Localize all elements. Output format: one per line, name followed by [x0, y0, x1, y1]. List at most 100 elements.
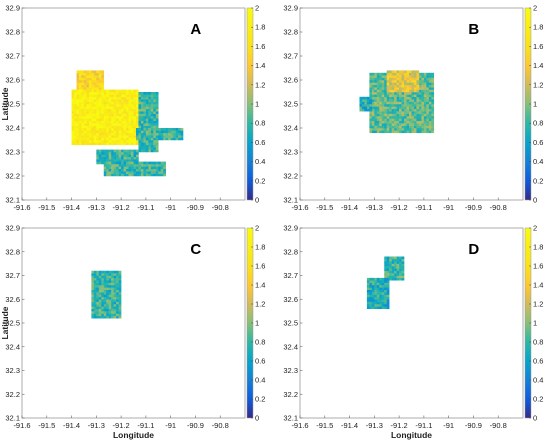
heat-cell [396, 82, 400, 86]
heat-cell [123, 120, 127, 124]
heat-cell [391, 275, 395, 279]
y-tick-label: 32.3 [283, 366, 298, 375]
heat-cell [381, 285, 385, 288]
heat-cell [113, 118, 117, 122]
heat-cell [421, 108, 425, 112]
heat-cell [399, 77, 402, 81]
colorbar-tick-label: 0.8 [533, 338, 543, 347]
heat-cell [376, 125, 380, 129]
heat-cell [113, 154, 117, 158]
heat-cell [91, 306, 95, 310]
heat-cell [384, 292, 387, 295]
heat-cell [86, 77, 90, 81]
ticks-d: -91.6 -91.5 -91.4 -91.3 -91.2 -91.1 -91 -90.9 -9… [283, 224, 506, 431]
heat-cell [78, 87, 82, 90]
heat-cell [155, 135, 159, 138]
heat-cell [150, 104, 154, 107]
heat-cell [371, 304, 375, 307]
x-tick-label: -91.2 [391, 421, 408, 430]
heat-cell [369, 96, 373, 100]
heat-cell [426, 82, 430, 86]
heat-cell [113, 285, 117, 288]
heat-cell [81, 80, 85, 83]
heat-cell [379, 113, 383, 117]
heat-cell [374, 82, 378, 86]
heat-cell [111, 171, 114, 174]
heat-cell [103, 156, 107, 160]
heat-cell [83, 99, 87, 102]
heat-cell [135, 120, 139, 124]
heat-cell [128, 166, 132, 170]
heat-cell [118, 306, 122, 310]
heat-cell [428, 89, 432, 93]
heat-cell [391, 120, 395, 124]
heat-cell [103, 173, 107, 177]
heat-cell [381, 289, 385, 293]
heat-cell [138, 106, 142, 110]
heat-cell [118, 173, 122, 177]
heat-cell [369, 77, 373, 81]
heat-cell [140, 116, 144, 119]
heat-cell [131, 125, 134, 129]
heat-cell [74, 104, 77, 107]
heat-cell [409, 92, 412, 95]
heat-cell [83, 87, 87, 90]
heat-cell [116, 99, 119, 102]
heat-cell [86, 80, 90, 83]
heat-cell [103, 94, 107, 98]
heat-cell [148, 135, 152, 138]
heat-cell [409, 101, 412, 105]
heat-cell [118, 280, 122, 283]
heat-cell [96, 289, 100, 293]
y-tick-label: 32.4 [283, 124, 298, 133]
heat-cell [121, 140, 124, 143]
heat-cell [138, 144, 142, 148]
heat-cell [421, 99, 425, 102]
heat-cell [98, 140, 102, 143]
heat-cell [374, 277, 378, 281]
heat-cell [111, 306, 114, 310]
heat-cell [93, 120, 97, 124]
heat-cell [121, 166, 124, 170]
heat-cell [381, 120, 385, 124]
heat-cell [133, 118, 137, 122]
heat-cell [98, 273, 102, 276]
heat-cell [108, 118, 112, 122]
heat-cell [103, 140, 107, 143]
heat-cell [418, 77, 422, 81]
heat-cell [83, 96, 87, 100]
heat-cell [78, 84, 82, 88]
heat-cell [140, 101, 144, 105]
heat-cell [404, 130, 407, 134]
heat-cell [116, 94, 119, 98]
heat-cell [399, 70, 402, 74]
heat-cell [88, 82, 92, 86]
heat-cell [131, 132, 134, 136]
x-tick-label: -91.5 [38, 421, 55, 430]
heat-cell [431, 99, 435, 102]
heat-cell [93, 80, 97, 83]
heat-cell [148, 94, 152, 98]
heat-cell [409, 111, 412, 114]
heat-cell [118, 108, 122, 112]
heat-cell [399, 108, 402, 112]
heat-cell [381, 84, 385, 88]
heat-cell [71, 128, 75, 131]
colorbar-tick-label: 1.8 [533, 243, 543, 252]
heat-cell [413, 84, 417, 88]
y-tick-label: 32.6 [283, 76, 298, 85]
heat-cell [384, 304, 387, 307]
heat-cell [126, 123, 129, 126]
heat-cell [431, 77, 435, 81]
heat-cell [180, 128, 184, 131]
heat-cell [406, 96, 410, 100]
x-tick-label: -91.6 [291, 421, 308, 430]
heat-cell [121, 164, 124, 167]
heat-cell [113, 120, 117, 124]
heat-cell [153, 161, 157, 165]
heat-cell [108, 113, 112, 117]
heat-cell [81, 116, 85, 119]
heat-cell [83, 111, 87, 114]
heat-cell [366, 282, 370, 286]
heat-cell [106, 164, 109, 167]
